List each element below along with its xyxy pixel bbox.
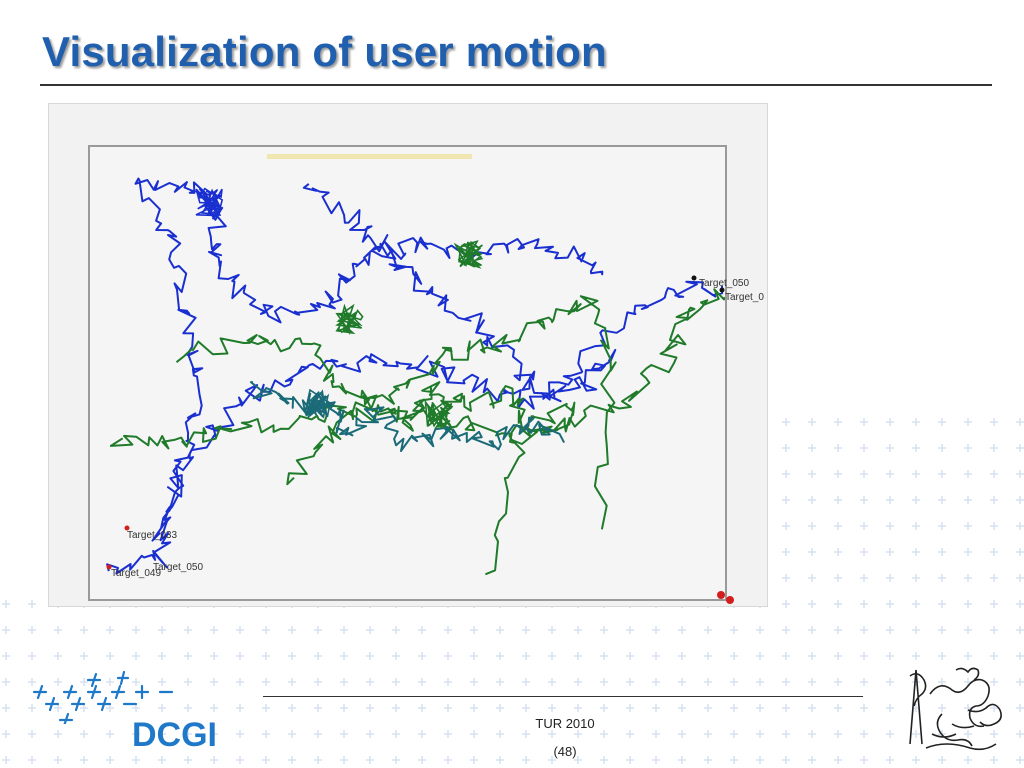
motion-paths — [106, 177, 725, 576]
target-label: Target_050 — [699, 278, 749, 289]
highlight-bar — [267, 154, 472, 159]
target-marker — [106, 564, 112, 570]
motion-visualization: Target_050 Target_0 Target_033 Target_04… — [48, 103, 768, 607]
target-label: Target_033 — [127, 530, 177, 541]
motion-path-cluster — [335, 303, 364, 335]
motion-path-cluster — [193, 187, 224, 217]
target-markers — [106, 275, 734, 604]
motion-path — [106, 177, 604, 575]
plot-boundary — [88, 145, 727, 601]
target-marker — [719, 287, 725, 293]
target-label: Target_050 — [153, 562, 203, 573]
motion-path — [286, 381, 576, 576]
motion-path — [151, 280, 724, 542]
motion-path — [109, 288, 725, 450]
motion-path — [249, 381, 565, 452]
footer-divider — [263, 696, 863, 697]
title-divider — [40, 84, 992, 86]
target-marker — [726, 596, 734, 604]
target-marker — [691, 275, 697, 281]
target-marker — [717, 591, 725, 599]
dcgi-logo-text: DCGI — [132, 716, 217, 754]
target-label: Target_0 — [725, 292, 764, 303]
motion-path-cluster — [453, 240, 484, 269]
dcgi-logo: DCGI — [28, 664, 228, 754]
motion-path-cluster — [424, 399, 454, 430]
target-label: Target_049 — [111, 568, 161, 579]
target-marker — [124, 525, 130, 531]
dcgi-crosses-icon — [32, 670, 174, 728]
page-number: (48) — [553, 744, 577, 759]
motion-path — [302, 183, 617, 403]
ctu-lion-logo-icon — [909, 667, 1002, 751]
slide-title: Visualization of user motion — [42, 28, 607, 75]
motion-path — [175, 295, 617, 530]
footer-event: TUR 2010 — [535, 716, 595, 731]
motion-path-cluster — [304, 388, 336, 419]
